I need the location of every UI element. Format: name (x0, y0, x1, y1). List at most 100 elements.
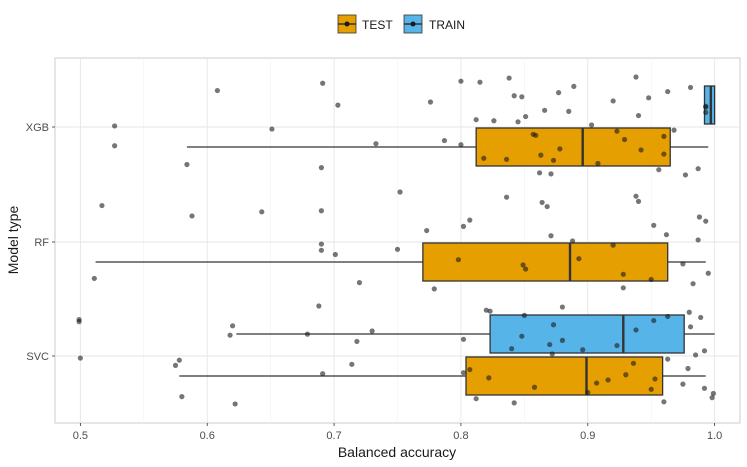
point-rf (356, 280, 363, 286)
point-xgb (506, 75, 512, 81)
x-tick-label: 0.8 (453, 430, 468, 442)
point-xgb (318, 165, 324, 171)
point-svc (304, 331, 311, 337)
grid (55, 58, 740, 423)
point-svc (509, 346, 515, 352)
legend-key-train-dot (410, 21, 416, 27)
point-svc (693, 352, 699, 358)
point-svc (179, 394, 185, 400)
point-xgb (595, 160, 601, 167)
point-svc (460, 336, 467, 342)
point-xgb (548, 171, 554, 177)
point-svc (320, 371, 326, 377)
x-axis-title: Balanced accuracy (338, 444, 456, 460)
point-xgb (571, 83, 577, 89)
point-svc (665, 356, 671, 362)
point-xgb (441, 137, 448, 144)
point-rf (332, 251, 338, 258)
point-svc (585, 389, 591, 396)
point-xgb (621, 136, 628, 143)
point-rf (318, 247, 324, 253)
point-rf (651, 222, 657, 228)
point-rf (431, 286, 437, 292)
point-xgb (491, 118, 497, 124)
point-svc (651, 317, 657, 324)
point-xgb (687, 84, 694, 91)
x-tick-label: 0.5 (73, 430, 88, 442)
point-svc (369, 328, 375, 334)
point-rf (620, 285, 626, 291)
point-xgb (638, 147, 644, 153)
point-svc (701, 385, 708, 391)
point-xgb (320, 80, 326, 86)
point-rf (318, 208, 324, 214)
point-svc (698, 314, 704, 321)
y-axis-title: Model type (5, 206, 21, 275)
point-rf (99, 202, 105, 209)
point-rf (539, 199, 545, 206)
point-rf (680, 261, 686, 267)
point-xgb (542, 107, 548, 113)
point-svc (559, 304, 566, 310)
point-svc (349, 361, 355, 367)
point-xgb (665, 88, 671, 95)
point-xgb (556, 90, 562, 96)
point-svc (354, 338, 360, 345)
point-xgb (112, 123, 118, 129)
point-xgb (533, 132, 539, 138)
point-svc (614, 342, 620, 349)
point-xgb (703, 109, 709, 116)
point-xgb (515, 119, 521, 125)
point-xgb (633, 74, 639, 80)
point-svc (519, 333, 525, 339)
point-svc (486, 375, 492, 381)
point-xgb (458, 142, 464, 148)
x-axis: 0.5 0.6 0.7 0.8 0.9 1.0 (73, 423, 722, 442)
x-tick-label: 0.9 (580, 430, 595, 442)
point-svc (661, 399, 667, 405)
legend-key-test-dot (344, 21, 350, 27)
point-rf (633, 193, 639, 199)
point-rf (635, 198, 642, 204)
point-xgb (682, 172, 689, 178)
point-rf (620, 271, 626, 277)
point-rf (610, 242, 616, 248)
point-svc (487, 308, 493, 314)
y-tick-label: SVC (26, 351, 49, 363)
point-svc (685, 365, 691, 372)
point-xgb (635, 112, 642, 119)
point-rf (318, 241, 324, 247)
point-svc (172, 362, 179, 368)
point-rf (544, 203, 550, 210)
point-rf (648, 276, 654, 283)
point-xgb (614, 128, 620, 134)
point-svc (680, 381, 686, 387)
point-rf (690, 281, 696, 287)
point-xgb (610, 98, 616, 104)
point-rf (576, 256, 582, 262)
box-rf-test (422, 242, 669, 282)
point-rf (503, 194, 510, 200)
point-svc (473, 396, 479, 402)
point-xgb (511, 93, 517, 99)
point-xgb (184, 161, 190, 168)
point-xgb (335, 102, 341, 108)
point-svc (605, 377, 611, 383)
point-rf (663, 232, 670, 238)
point-xgb (661, 151, 667, 157)
point-svc (511, 400, 517, 406)
point-svc (460, 370, 467, 376)
point-xgb (519, 94, 525, 100)
point-rf (397, 189, 403, 195)
point-xgb (671, 127, 677, 133)
point-rf (569, 238, 576, 244)
legend-label-test: TEST (362, 18, 393, 32)
point-xgb (214, 87, 220, 94)
point-svc (710, 390, 716, 397)
point-rf (91, 275, 97, 282)
points (76, 74, 716, 407)
point-svc (709, 395, 715, 401)
point-svc (227, 332, 233, 338)
point-xgb (566, 108, 572, 114)
